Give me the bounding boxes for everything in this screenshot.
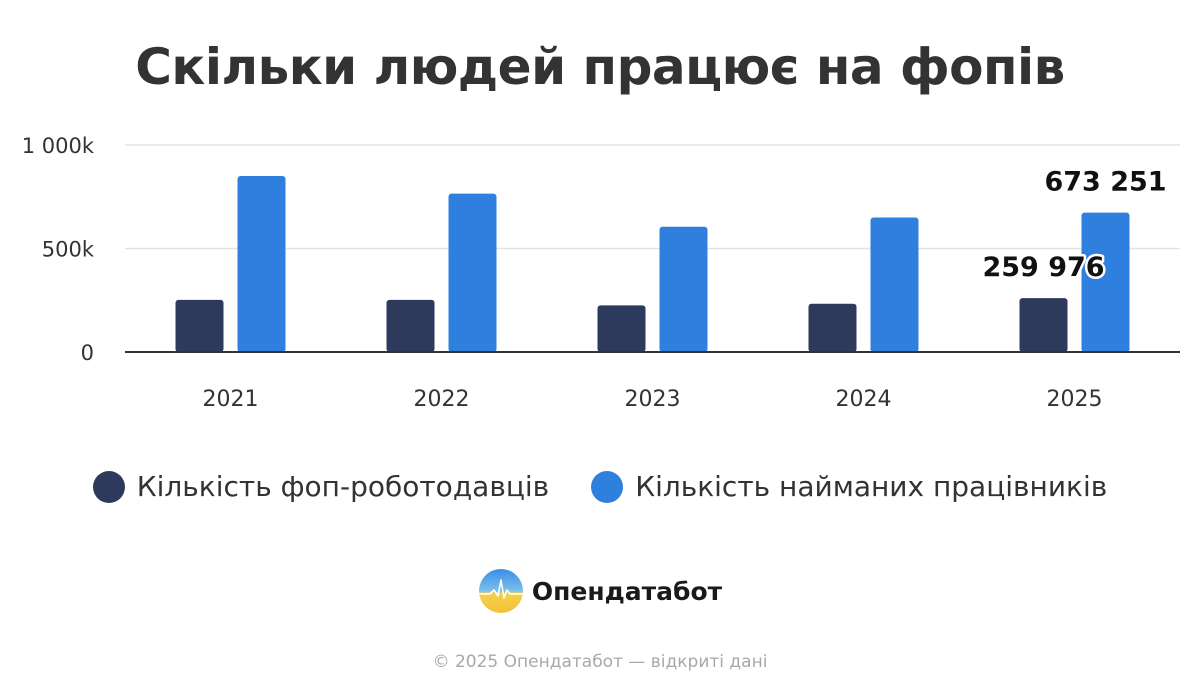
legend-item-employees: Кількість найманих працівників — [591, 470, 1107, 503]
legend-label-employees: Кількість найманих працівників — [635, 470, 1108, 503]
chart-title: Скільки людей працює на фопів — [135, 38, 1065, 96]
bar-employees-2022 — [448, 193, 497, 352]
y-tick-label: 500k — [42, 238, 95, 262]
x-tick-label: 2021 — [203, 387, 259, 412]
brand-logo-icon — [478, 569, 523, 613]
brand-logo: Опендатабот — [0, 568, 1200, 614]
legend-swatch-employees — [591, 470, 624, 503]
legend-label-employers: Кількість фоп-роботодавців — [136, 470, 550, 503]
bar-employers-2021 — [175, 299, 224, 352]
bar-employers-2024 — [808, 303, 857, 352]
data-label: 673 251 — [1044, 167, 1166, 198]
bar-employees-2025 — [1081, 212, 1130, 352]
bar-employers-2023 — [597, 305, 646, 352]
bar-employers-2022 — [386, 299, 435, 352]
footer-note: © 2025 Опендатабот — відкриті дані — [432, 652, 768, 672]
brand-name: Опендатабот — [531, 576, 723, 606]
bar-employees-2021 — [237, 176, 286, 352]
y-tick-label: 0 — [81, 341, 94, 365]
bar-employees-2024 — [870, 217, 919, 352]
legend-swatch-employers — [92, 470, 125, 503]
y-tick-label: 1 000k — [22, 134, 95, 158]
x-tick-label: 2022 — [414, 387, 470, 412]
x-tick-label: 2025 — [1047, 387, 1103, 412]
legend-item-employers: Кількість фоп-роботодавців — [92, 470, 550, 503]
data-label: 259 976 — [982, 252, 1104, 283]
bar-employers-2025 — [1019, 298, 1068, 352]
bar-chart: 0 500k 1 000k 2021 2022 2023 2024 2025 259 976 67… — [22, 134, 1180, 412]
chart-legend: Кількість фоп-роботодавців Кількість най… — [0, 470, 1200, 503]
x-tick-label: 2023 — [625, 387, 681, 412]
x-tick-label: 2024 — [836, 387, 892, 412]
bar-employees-2023 — [659, 226, 708, 352]
